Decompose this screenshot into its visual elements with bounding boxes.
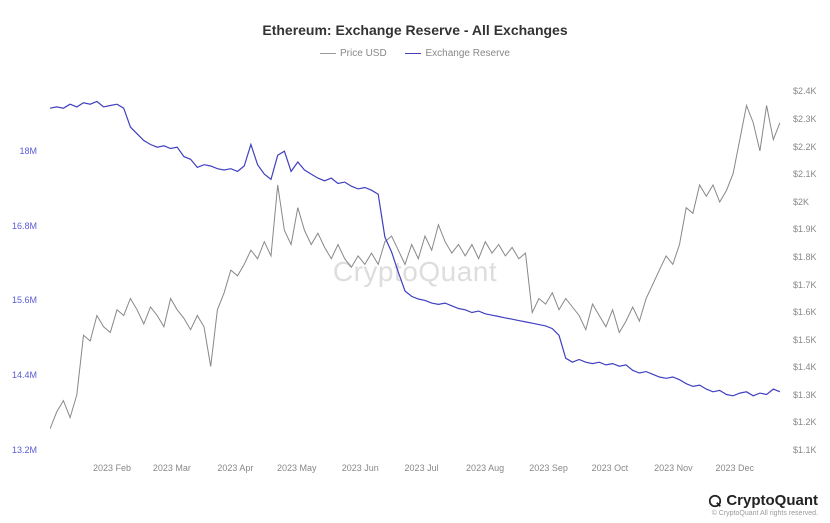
x-tick: 2023 Nov (654, 463, 693, 473)
x-axis: 2023 Feb 2023 Mar 2023 Apr 2023 May 2023 Jun… (50, 463, 780, 483)
y-right-tick: $1.2K (793, 417, 817, 427)
y-right-tick: $2.2K (793, 142, 817, 152)
y-right-tick: $1.6K (793, 307, 817, 317)
x-tick: 2023 May (277, 463, 317, 473)
x-tick: 2023 Jul (405, 463, 439, 473)
x-tick: 2023 Feb (93, 463, 131, 473)
x-tick: 2023 Dec (715, 463, 754, 473)
legend-label-reserve: Exchange Reserve (425, 48, 510, 59)
footer-copyright: © CryptoQuant All rights reserved. (708, 510, 818, 517)
y-right-tick: $1.4K (793, 362, 817, 372)
x-tick: 2023 Oct (592, 463, 629, 473)
y-right-tick: $2.1K (793, 169, 817, 179)
legend-swatch-reserve (405, 53, 421, 54)
x-tick: 2023 Aug (466, 463, 504, 473)
reserve-line (50, 102, 780, 396)
y-right-tick: $1.8K (793, 252, 817, 262)
x-tick: 2023 Apr (217, 463, 253, 473)
y-left-tick: 16.8M (12, 221, 37, 231)
y-right-tick: $2K (793, 197, 809, 207)
chart-title: Ethereum: Exchange Reserve - All Exchang… (0, 0, 830, 38)
plot-area: CryptoQuant (50, 80, 780, 463)
y-axis-left: 18M 16.8M 15.6M 14.4M 13.2M (0, 80, 45, 463)
legend-label-price: Price USD (340, 48, 387, 59)
chart-container: Ethereum: Exchange Reserve - All Exchang… (0, 0, 830, 523)
y-right-tick: $1.1K (793, 445, 817, 455)
x-tick: 2023 Sep (529, 463, 568, 473)
price-line (50, 106, 780, 430)
x-tick: 2023 Mar (153, 463, 191, 473)
legend-item-reserve: Exchange Reserve (405, 48, 510, 59)
y-left-tick: 15.6M (12, 295, 37, 305)
y-right-tick: $2.3K (793, 114, 817, 124)
y-right-tick: $2.4K (793, 86, 817, 96)
footer: CryptoQuant © CryptoQuant All rights res… (708, 492, 818, 517)
y-right-tick: $1.7K (793, 280, 817, 290)
legend-item-price: Price USD (320, 48, 387, 59)
footer-brand-text: CryptoQuant (726, 492, 818, 509)
legend-swatch-price (320, 53, 336, 54)
x-tick: 2023 Jun (342, 463, 379, 473)
y-right-tick: $1.3K (793, 390, 817, 400)
y-left-tick: 13.2M (12, 445, 37, 455)
y-left-tick: 14.4M (12, 370, 37, 380)
y-right-tick: $1.5K (793, 335, 817, 345)
chart-legend: Price USD Exchange Reserve (0, 46, 830, 59)
plot-svg (50, 80, 780, 463)
y-left-tick: 18M (19, 146, 37, 156)
footer-logo: CryptoQuant (708, 492, 818, 509)
y-right-tick: $1.9K (793, 224, 817, 234)
cryptoquant-logo-icon (708, 494, 722, 508)
y-axis-right: $2.4K $2.3K $2.2K $2.1K $2K $1.9K $1.8K $1.7K $1… (785, 80, 830, 463)
